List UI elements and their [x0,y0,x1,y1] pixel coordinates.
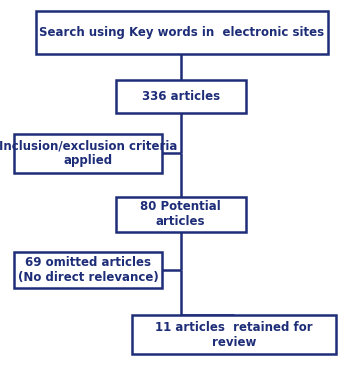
FancyBboxPatch shape [116,197,246,232]
Text: 69 omitted articles
(No direct relevance): 69 omitted articles (No direct relevance… [18,256,158,284]
Text: 80 Potential
articles: 80 Potential articles [140,200,221,228]
FancyBboxPatch shape [14,252,162,288]
FancyBboxPatch shape [116,80,246,113]
Text: Search using Key words in  electronic sites: Search using Key words in electronic sit… [39,26,324,39]
Text: Inclusion/exclusion criteria
applied: Inclusion/exclusion criteria applied [0,139,177,167]
FancyBboxPatch shape [14,134,162,173]
FancyBboxPatch shape [36,11,328,54]
Text: 336 articles: 336 articles [142,90,220,103]
Text: 11 articles  retained for
review: 11 articles retained for review [155,321,313,349]
FancyBboxPatch shape [132,315,336,354]
